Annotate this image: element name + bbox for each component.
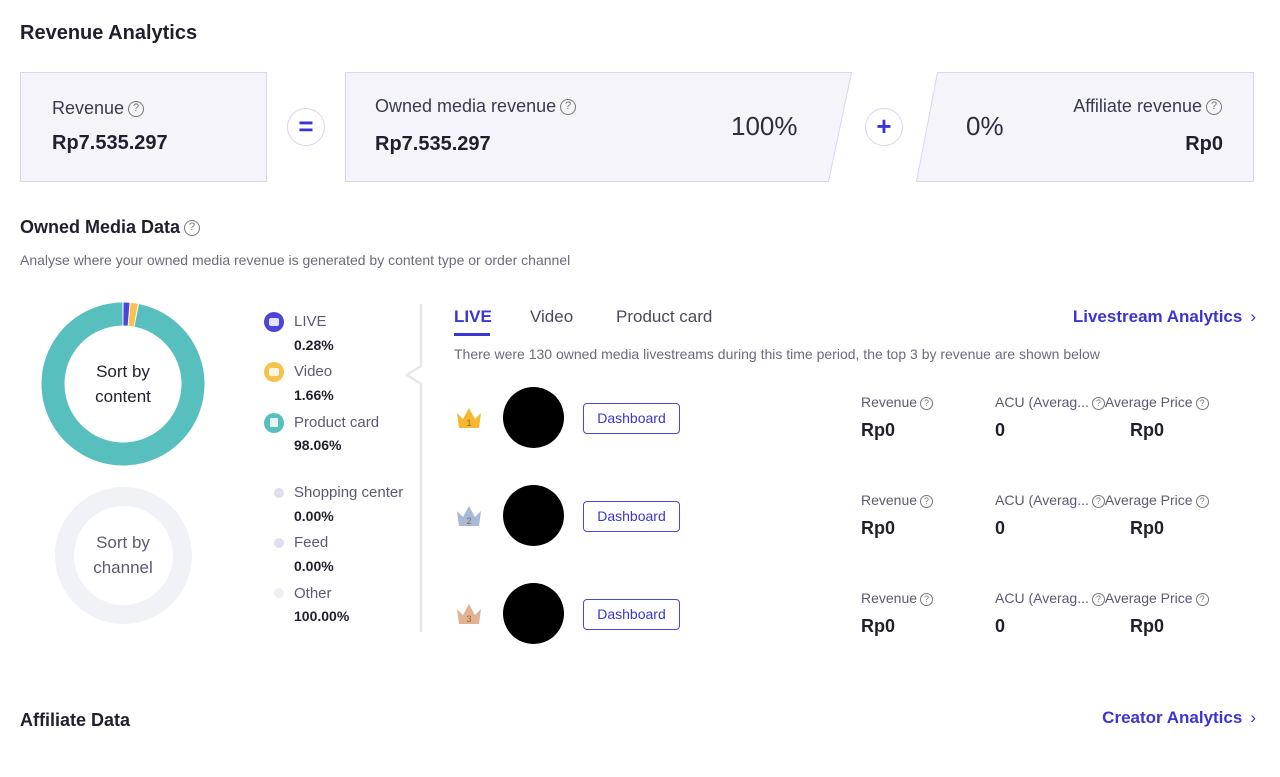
avatar[interactable]	[503, 387, 564, 448]
creator-analytics-link[interactable]: Creator Analytics ›	[1102, 708, 1256, 727]
revenue-value: Rp7.535.297	[52, 132, 168, 154]
revenue-metric-label: Revenue?	[861, 394, 934, 410]
content-donut-label: Sort by content	[95, 362, 151, 406]
acu-metric-value: 0	[995, 518, 1006, 538]
legend-dot	[274, 488, 284, 498]
help-icon[interactable]: ?	[1195, 396, 1209, 410]
revenue-metric-value: Rp0	[861, 518, 896, 538]
help-icon[interactable]: ?	[1195, 494, 1209, 508]
revenue-card	[20, 72, 267, 182]
legend-product-card-label: Product card	[294, 414, 380, 431]
average-price-value: Rp0	[1130, 616, 1165, 636]
acu-metric-label: ACU (Averag...? Average Price?	[995, 492, 1209, 508]
rank-crown-icon: 3	[457, 604, 481, 624]
shopping-bag-icon	[264, 413, 284, 433]
revenue-metric-label: Revenue?	[861, 590, 934, 606]
rank-crown-icon: 2	[457, 506, 481, 526]
rank-number: 3	[466, 614, 471, 624]
help-icon[interactable]: ?	[1091, 592, 1105, 606]
equals-icon: =	[287, 108, 325, 146]
legend-shopping-center-label: Shopping center	[294, 484, 404, 501]
affiliate-card	[915, 72, 1254, 182]
dashboard-button[interactable]: Dashboard	[583, 599, 680, 630]
average-price-value: Rp0	[1130, 420, 1165, 440]
video-play-icon	[264, 362, 284, 382]
donut-segment-product-card[interactable]	[41, 302, 205, 466]
legend-video-value: 1.66%	[294, 387, 334, 403]
tab-live[interactable]: LIVE	[454, 307, 492, 326]
owned-media-percent: 100%	[731, 111, 798, 141]
average-price-value: Rp0	[1130, 518, 1165, 538]
help-icon[interactable]: ?	[184, 220, 201, 237]
avatar[interactable]	[503, 583, 564, 644]
legend-feed-value: 0.00%	[294, 558, 334, 574]
livestream-description: There were 130 owned media livestreams d…	[454, 346, 1100, 362]
help-icon[interactable]: ?	[920, 494, 934, 508]
channel-donut-label: Sort by channel	[93, 533, 153, 577]
help-icon[interactable]: ?	[1091, 494, 1105, 508]
affiliate-data-title: Affiliate Data	[20, 710, 131, 730]
panel-divider	[404, 304, 423, 632]
owned-media-card	[345, 72, 853, 182]
revenue-metric-label: Revenue?	[861, 492, 934, 508]
revenue-metric-value: Rp0	[861, 420, 896, 440]
plus-icon: +	[865, 108, 903, 146]
legend-dot	[274, 588, 284, 598]
livestream-row: 2 Dashboard Revenue? Rp0 ACU (Averag...?…	[440, 485, 1260, 547]
help-icon[interactable]: ?	[1091, 396, 1105, 410]
livestream-row: 1 Dashboard Revenue? Rp0 ACU (Averag...?…	[440, 387, 1260, 449]
help-icon[interactable]: ?	[920, 396, 934, 410]
help-icon[interactable]: ?	[1195, 592, 1209, 606]
legend-other-label: Other	[294, 585, 332, 602]
legend-dot	[274, 538, 284, 548]
owned-media-title: Owned Media Data?	[20, 217, 201, 238]
live-camera-icon	[264, 312, 284, 332]
revenue-cards-bg	[20, 72, 1254, 182]
legend-shopping-center-value: 0.00%	[294, 508, 334, 524]
chevron-right-icon: ›	[1250, 708, 1256, 727]
owned-media-subtitle: Analyse where your owned media revenue i…	[20, 252, 571, 268]
dashboard-button[interactable]: Dashboard	[583, 403, 680, 434]
content-donut-chart[interactable]	[41, 302, 205, 466]
owned-media-revenue-label: Owned media revenue?	[375, 96, 577, 117]
legend-live-value: 0.28%	[294, 337, 334, 353]
revenue-metric-value: Rp0	[861, 616, 896, 636]
revenue-label: Revenue?	[52, 98, 145, 119]
livestream-analytics-link[interactable]: Livestream Analytics ›	[1072, 307, 1256, 326]
avatar[interactable]	[503, 485, 564, 546]
active-tab-underline	[454, 333, 490, 336]
legend-product-card-value: 98.06%	[294, 437, 342, 453]
owned-media-revenue-value: Rp7.535.297	[375, 133, 491, 155]
tab-video[interactable]: Video	[530, 307, 574, 326]
donut-segment-video[interactable]	[128, 302, 138, 327]
chevron-right-icon: ›	[1250, 307, 1256, 326]
dashboard-button[interactable]: Dashboard	[583, 501, 680, 532]
legend-feed-label: Feed	[294, 534, 329, 551]
channel-donut-chart[interactable]	[55, 487, 192, 624]
channel-donut-ring	[55, 487, 192, 624]
acu-metric-label: ACU (Averag...? Average Price?	[995, 394, 1209, 410]
legend-live-label: LIVE	[294, 313, 327, 330]
tab-product-card[interactable]: Product card	[616, 307, 713, 326]
help-icon[interactable]: ?	[560, 99, 577, 116]
rank-number: 1	[466, 418, 471, 428]
rank-number: 2	[466, 516, 471, 526]
livestream-row: 3 Dashboard Revenue? Rp0 ACU (Averag...?…	[440, 583, 1260, 645]
affiliate-revenue-label: Affiliate revenue?	[1073, 96, 1222, 117]
help-icon[interactable]: ?	[1206, 99, 1222, 116]
acu-metric-value: 0	[995, 420, 1006, 440]
affiliate-percent: 0%	[966, 111, 1004, 141]
affiliate-revenue-value: Rp0	[1185, 133, 1223, 155]
acu-metric-label: ACU (Averag...? Average Price?	[995, 590, 1209, 606]
acu-metric-value: 0	[995, 616, 1006, 636]
page-title: Revenue Analytics	[20, 22, 198, 44]
help-icon[interactable]: ?	[128, 101, 145, 118]
legend-other-value: 100.00%	[294, 608, 350, 624]
rank-crown-icon: 1	[457, 408, 481, 428]
help-icon[interactable]: ?	[920, 592, 934, 606]
legend-video-label: Video	[294, 363, 333, 380]
